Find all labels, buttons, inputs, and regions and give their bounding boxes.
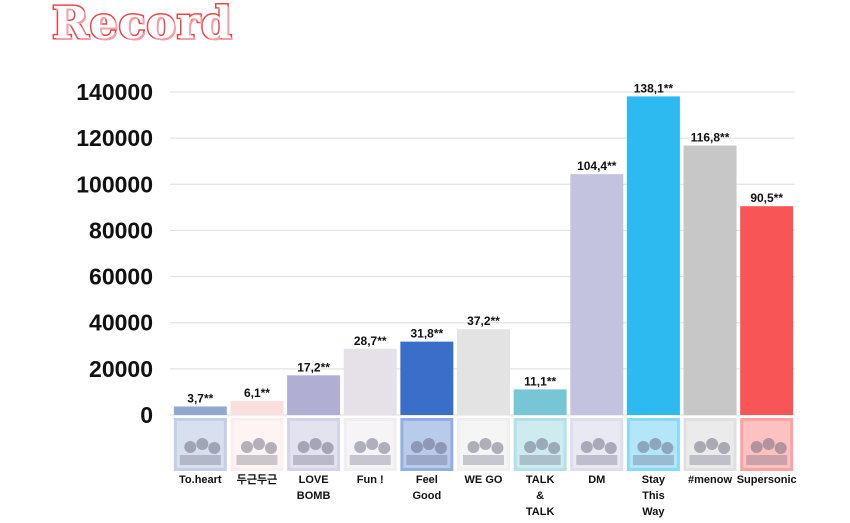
album-cover-icon-fun-factory	[343, 418, 397, 471]
category-label-8-2: Way	[642, 506, 665, 518]
category-label-9-0: #menow	[688, 474, 732, 486]
category-label-3-0: Fun !	[357, 474, 384, 486]
category-label-8-0: Stay	[642, 474, 666, 486]
bar-2	[287, 375, 341, 415]
category-label-2-0: LOVE	[299, 474, 329, 486]
bar-8	[626, 96, 680, 415]
y-tick-label-4: 80000	[89, 217, 153, 243]
category-label-6-1: &	[536, 490, 544, 502]
bar-7	[570, 174, 624, 415]
bar-3	[343, 348, 397, 415]
data-label-3: 28,7**	[354, 334, 387, 348]
album-cover-icon-stay-this-way	[626, 418, 680, 471]
data-label-2: 17,2**	[297, 360, 330, 374]
album-cover-icon-dm	[570, 418, 624, 471]
bar-5	[457, 329, 510, 415]
category-label-6-2: TALK	[526, 506, 555, 518]
y-tick-label-2: 40000	[89, 310, 153, 336]
album-covers	[173, 418, 794, 471]
album-cover-icon-dugeun-dugeun	[230, 418, 284, 471]
album-cover-icon-feel-good	[400, 418, 454, 471]
chart-title: Record	[51, 0, 234, 51]
data-label-6: 11,1**	[524, 374, 556, 388]
y-tick-label-1: 20000	[89, 356, 153, 382]
y-axis-ticks: 0 20000 40000 60000 80000 100000 120000 140000	[76, 79, 153, 428]
y-tick-label-6: 120000	[76, 125, 153, 151]
data-labels: 3,7** 6,1** 17,2** 28,7** 31,8** 37,2** 11,1**…	[187, 81, 783, 405]
category-label-0-0: To.heart	[179, 474, 222, 486]
data-label-4: 31,8**	[411, 327, 444, 341]
category-label-8-1: This	[642, 490, 665, 502]
y-tick-label-0: 0	[140, 402, 153, 428]
bar-9	[683, 145, 737, 416]
y-tick-label-7: 140000	[76, 79, 153, 105]
category-label-4-0: Feel	[416, 474, 438, 486]
data-label-10: 90,5**	[750, 191, 783, 205]
category-labels: To.heart 두근두근 LOVE BOMB Fun ! Feel Good WE GO TA…	[179, 473, 797, 518]
album-cover-icon-menow	[683, 418, 737, 471]
data-label-5: 37,2**	[467, 314, 500, 328]
album-cover-icon-to-heart	[173, 418, 227, 471]
y-tick-label-3: 60000	[89, 264, 153, 290]
bar-0	[173, 406, 227, 415]
category-label-4-1: Good	[413, 490, 442, 502]
bar-6	[513, 389, 567, 415]
category-label-5-0: WE GO	[465, 474, 503, 486]
bar-10	[740, 206, 794, 415]
bars	[173, 96, 794, 416]
album-cover-icon-supersonic	[740, 418, 794, 471]
data-label-8: 138,1**	[634, 81, 674, 95]
bar-4	[400, 341, 454, 415]
album-cover-icon-love-bomb	[287, 418, 341, 471]
data-label-9: 116,8**	[691, 131, 730, 145]
data-label-7: 104,4**	[577, 159, 617, 173]
bar-1	[230, 400, 284, 415]
category-label-6-0: TALK	[526, 474, 555, 486]
category-label-10-0: Supersonic	[737, 474, 797, 486]
category-label-2-1: BOMB	[297, 490, 331, 502]
y-tick-label-5: 100000	[76, 171, 153, 197]
category-label-7-0: DM	[588, 474, 605, 486]
category-label-1-0: 두근두근	[237, 473, 277, 486]
album-cover-icon-talk-and-talk	[513, 418, 567, 471]
album-cover-icon-we-go	[457, 418, 510, 471]
data-label-0: 3,7**	[187, 391, 213, 405]
data-label-1: 6,1**	[244, 386, 270, 400]
